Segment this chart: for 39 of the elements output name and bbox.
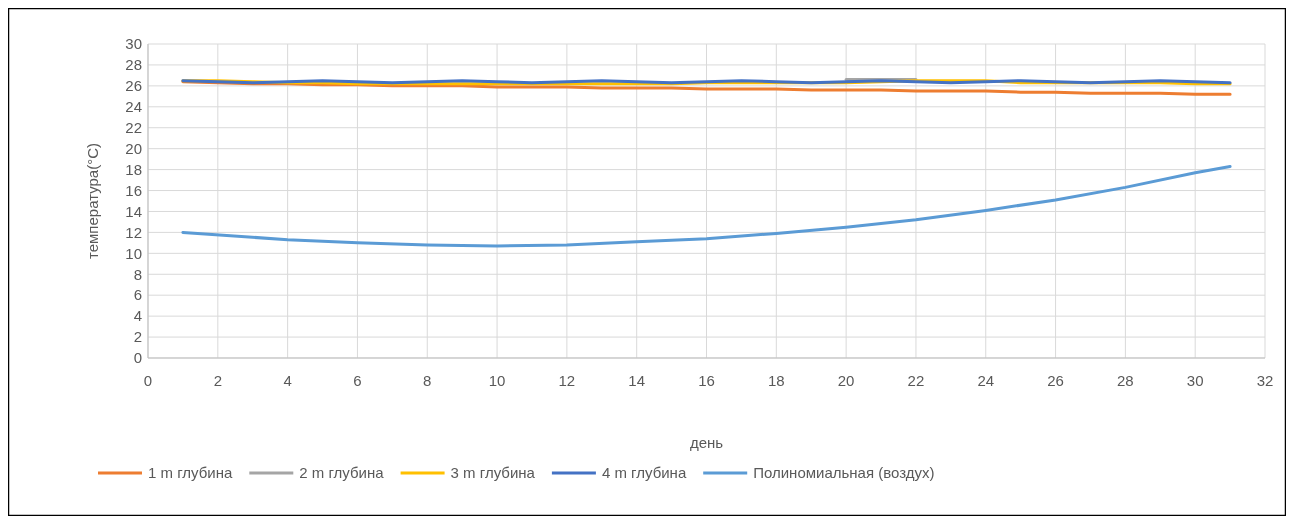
y-tick-label: 18	[125, 160, 142, 178]
x-axis-title: день	[689, 434, 724, 451]
y-tick-label: 10	[125, 244, 142, 262]
y-tick-label: 16	[125, 181, 142, 199]
y-tick-label: 26	[125, 77, 142, 95]
x-tick-label: 32	[1256, 372, 1274, 389]
x-tick-label: 16	[698, 372, 715, 389]
y-tick-label: 14	[125, 202, 142, 220]
legend-label: Полиномиальная (воздух)	[753, 464, 935, 482]
x-tick-label: 14	[628, 372, 646, 389]
x-tick-label: 6	[353, 372, 362, 389]
y-tick-label: 24	[125, 98, 142, 116]
legend-label: 3 m глубина	[450, 464, 536, 482]
x-tick-label: 20	[837, 372, 855, 389]
y-tick-label: 22	[125, 118, 142, 136]
y-tick-label: 28	[125, 56, 142, 74]
x-tick-label: 30	[1186, 372, 1204, 389]
y-axis-title: температура(°C)	[84, 142, 101, 260]
x-tick-label: 28	[1117, 372, 1134, 389]
x-tick-label: 26	[1047, 372, 1064, 389]
x-tick-label: 2	[213, 372, 222, 389]
y-tick-label: 20	[125, 139, 142, 157]
x-tick-label: 8	[423, 372, 432, 389]
y-tick-label: 12	[125, 223, 142, 241]
y-tick-label: 8	[133, 265, 142, 283]
y-tick-label: 6	[133, 286, 142, 304]
x-tick-label: 22	[907, 372, 925, 389]
y-tick-label: 4	[133, 307, 142, 325]
x-tick-label: 18	[767, 372, 785, 389]
x-tick-label: 12	[558, 372, 576, 389]
x-tick-label: 10	[488, 372, 506, 389]
legend-label: 1 m глубина	[148, 464, 233, 482]
legend-label: 2 m глубина	[299, 464, 385, 482]
legend-label: 4 m глубина	[601, 464, 687, 482]
y-tick-label: 30	[125, 35, 142, 53]
y-tick-label: 2	[133, 328, 142, 346]
x-tick-label: 4	[283, 372, 292, 389]
y-tick-label: 0	[133, 349, 142, 367]
x-tick-label: 24	[977, 372, 995, 389]
